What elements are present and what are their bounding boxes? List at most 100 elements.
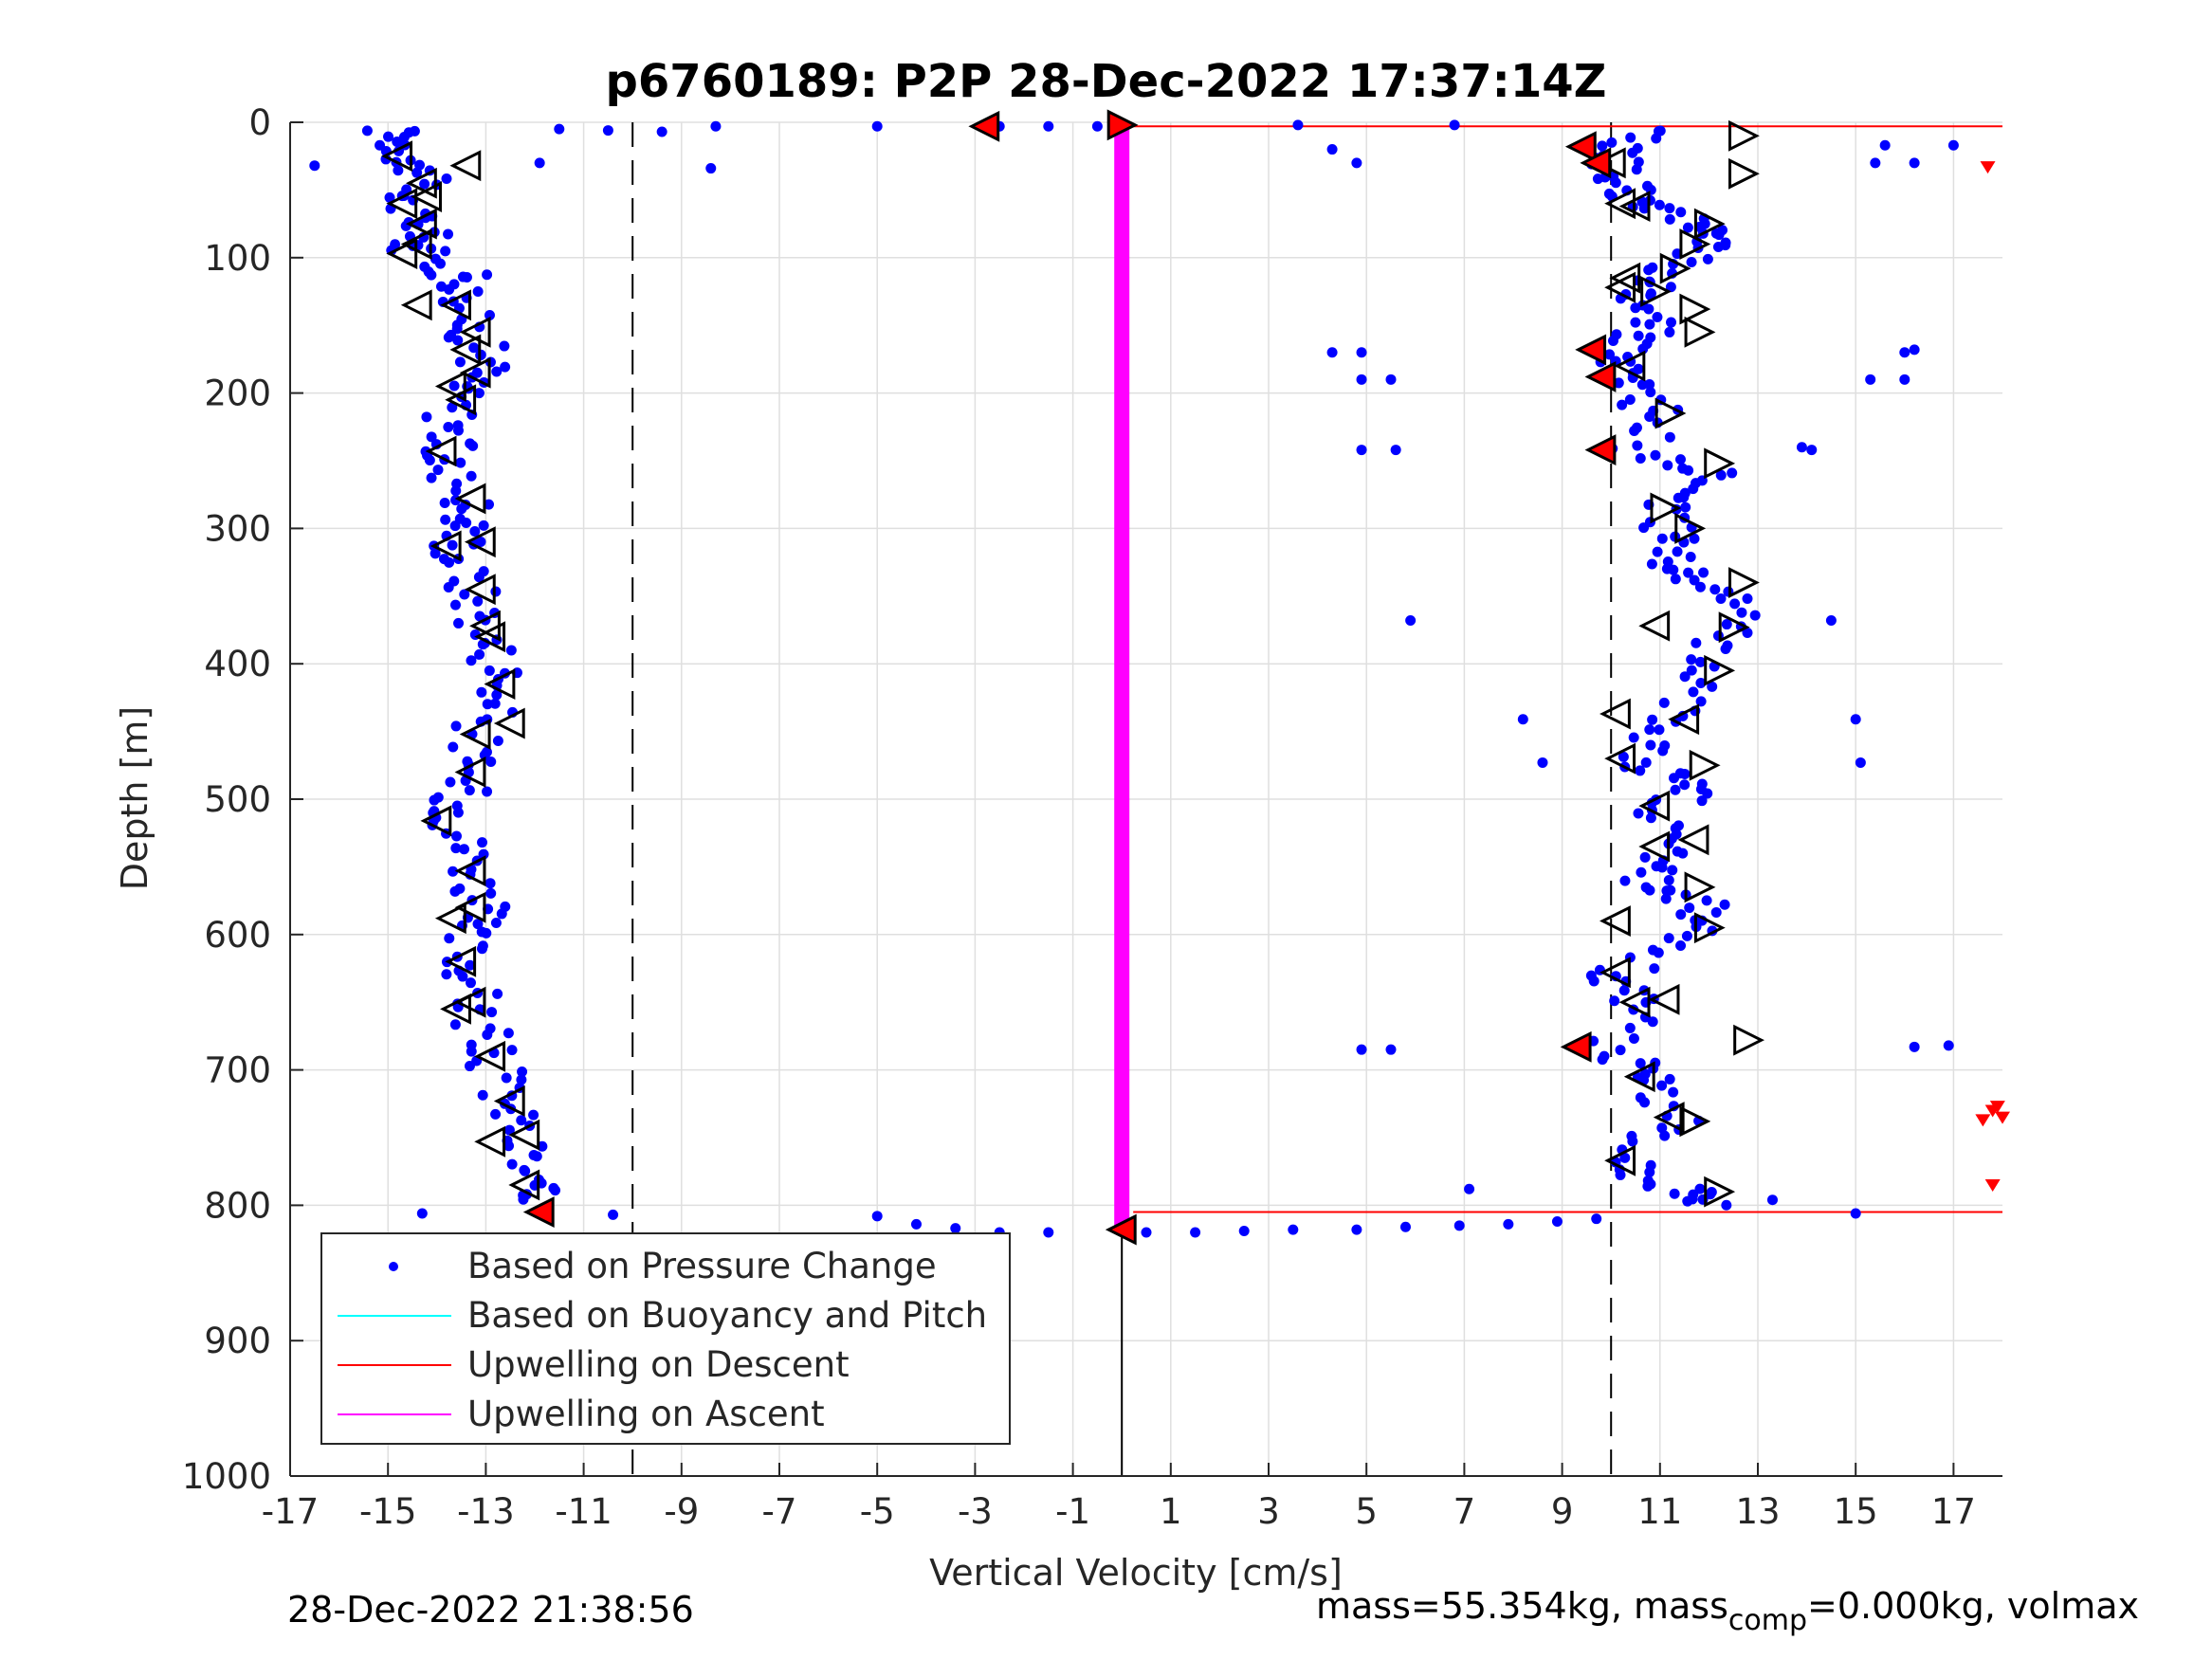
pressure-data-point <box>491 366 503 377</box>
triangle-left-marker <box>1105 1213 1137 1246</box>
pressure-data-point <box>548 1182 559 1194</box>
pressure-data-point <box>1644 410 1655 422</box>
pressure-data-point <box>1720 643 1731 654</box>
pressure-data-point <box>1656 1080 1668 1091</box>
pressure-data-point <box>1766 1194 1778 1206</box>
triangle-left-marker <box>474 1040 506 1072</box>
pressure-data-point <box>1588 975 1600 987</box>
pressure-data-point <box>1636 866 1647 878</box>
pressure-data-point <box>426 269 437 281</box>
pressure-data-point <box>950 1223 961 1234</box>
triangle-right-marker <box>1728 119 1760 152</box>
pressure-data-point <box>486 1007 498 1018</box>
pressure-data-point <box>472 286 484 298</box>
triangle-left-marker <box>1600 698 1631 730</box>
triangle-left-marker <box>493 707 525 739</box>
pressure-data-point <box>309 160 320 172</box>
pressure-data-point <box>1664 431 1675 443</box>
pressure-data-point <box>1680 501 1691 513</box>
legend-label: Upwelling on Ascent <box>467 1394 825 1434</box>
pressure-data-point <box>450 830 462 842</box>
pressure-data-point <box>455 457 466 468</box>
pressure-data-point <box>1635 453 1646 465</box>
pressure-data-point <box>426 472 437 483</box>
pressure-data-point <box>450 720 462 732</box>
pressure-data-point <box>1618 985 1630 996</box>
pressure-data-point <box>1658 697 1670 708</box>
pressure-data-point <box>383 131 394 142</box>
pressure-data-point <box>1683 465 1694 476</box>
pressure-data-point <box>434 258 446 269</box>
mass-subscript: comp <box>1728 1604 1808 1637</box>
triangle-left-marker <box>434 371 466 402</box>
pressure-data-point <box>459 844 470 855</box>
pressure-data-point <box>1679 671 1691 683</box>
red-down-triangle-marker <box>1980 161 1996 174</box>
pressure-data-point <box>468 342 480 354</box>
pressure-data-point <box>1652 312 1663 323</box>
pressure-data-point <box>517 1066 528 1078</box>
pressure-data-point <box>1647 714 1658 725</box>
pressure-data-point <box>443 228 454 240</box>
triangle-left-marker <box>1638 790 1671 822</box>
pressure-data-point <box>491 689 503 701</box>
pressure-data-point <box>449 885 461 897</box>
triangle-right-marker <box>1693 208 1726 240</box>
y-tick-label: 200 <box>204 374 271 414</box>
y-tick-label: 500 <box>204 779 271 820</box>
y-tick-label: 100 <box>204 238 271 279</box>
pressure-data-point <box>472 919 484 930</box>
pressure-data-point <box>482 1029 493 1040</box>
pressure-data-point <box>1624 393 1636 405</box>
pressure-data-point <box>496 908 507 920</box>
pressure-data-point <box>1633 330 1644 341</box>
x-tick-label: -1 <box>1055 1491 1090 1532</box>
pressure-data-point <box>1630 302 1641 314</box>
triangle-left-marker <box>386 238 418 269</box>
pressure-data-point <box>443 581 454 592</box>
pressure-data-point <box>1597 1054 1608 1066</box>
pressure-data-point <box>518 1194 529 1205</box>
pressure-data-point <box>1679 779 1691 791</box>
pressure-data-point <box>1675 207 1687 218</box>
legend-dot-marker <box>389 1262 398 1271</box>
pressure-data-point <box>1644 724 1655 736</box>
pressure-data-point <box>1639 1097 1651 1108</box>
pressure-data-point <box>476 926 487 938</box>
x-tick-label: 5 <box>1355 1491 1378 1532</box>
pressure-data-point <box>1326 144 1338 155</box>
pressure-data-point <box>429 794 440 806</box>
pressure-data-point <box>1637 343 1649 355</box>
pressure-data-point <box>1686 256 1697 267</box>
triangle-left-marker <box>405 208 437 240</box>
pressure-data-point <box>1628 1033 1639 1045</box>
pressure-data-point <box>1629 425 1640 436</box>
legend-label: Based on Pressure Change <box>467 1246 937 1286</box>
pressure-data-point <box>1683 567 1694 578</box>
x-tick-label: 17 <box>1931 1491 1976 1532</box>
pressure-data-point <box>479 750 490 761</box>
pressure-data-point <box>1664 213 1675 225</box>
pressure-data-point <box>1727 467 1738 479</box>
legend-line-swatch <box>338 1364 451 1366</box>
pressure-data-point <box>1633 808 1644 819</box>
triangle-left-marker <box>1618 191 1651 222</box>
pressure-data-point <box>1449 119 1460 131</box>
triangle-left-marker <box>430 530 462 562</box>
pressure-data-point <box>1651 133 1662 144</box>
triangle-left-marker <box>454 855 486 887</box>
pressure-data-point <box>482 786 493 797</box>
triangle-left-marker <box>464 574 496 606</box>
pressure-data-point <box>534 157 545 169</box>
pressure-data-point <box>1613 377 1624 389</box>
pressure-data-point <box>416 1208 428 1219</box>
pressure-data-point <box>1698 567 1709 578</box>
pressure-data-point <box>1694 581 1706 592</box>
pressure-data-point <box>1453 1220 1465 1231</box>
pressure-data-point <box>1638 522 1650 534</box>
triangle-right-marker <box>1689 749 1721 781</box>
x-tick-label: 11 <box>1637 1491 1682 1532</box>
pressure-data-point <box>1696 795 1708 807</box>
x-tick-label: -3 <box>958 1491 993 1532</box>
pressure-data-point <box>1654 724 1665 736</box>
